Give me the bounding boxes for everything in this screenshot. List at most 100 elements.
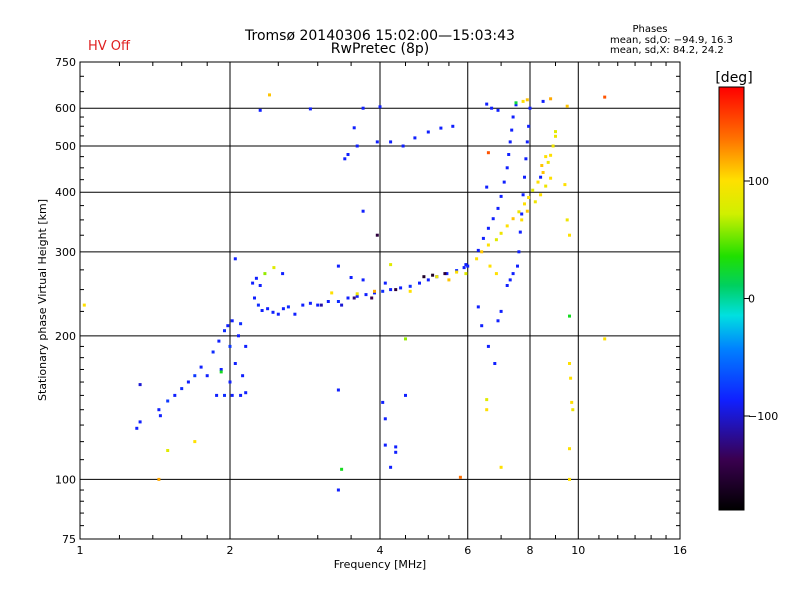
- data-point: [494, 272, 498, 276]
- data-point: [511, 272, 515, 276]
- data-point: [523, 202, 526, 206]
- data-point: [381, 400, 385, 404]
- data-point: [426, 130, 430, 134]
- data-point: [340, 303, 344, 307]
- data-point: [260, 309, 264, 312]
- data-point: [336, 264, 340, 268]
- data-point: [549, 97, 553, 101]
- data-point: [263, 272, 267, 276]
- data-point: [219, 368, 223, 371]
- data-point: [539, 175, 543, 179]
- data-point: [435, 275, 439, 279]
- data-point: [251, 281, 255, 285]
- data-point: [82, 303, 86, 307]
- data-point: [186, 380, 190, 384]
- data-point: [418, 281, 421, 285]
- y-tick-label: 100: [55, 473, 76, 486]
- data-point: [326, 300, 330, 303]
- data-point: [199, 365, 203, 369]
- data-point: [485, 408, 489, 412]
- colorbar-tick-label: −100: [748, 410, 778, 423]
- data-point: [394, 288, 398, 292]
- data-point: [525, 98, 529, 102]
- data-point: [485, 102, 489, 106]
- data-point: [486, 243, 490, 247]
- data-point: [244, 344, 248, 348]
- y-tick-label: 300: [55, 246, 76, 259]
- data-point: [336, 388, 340, 392]
- data-point: [508, 278, 512, 282]
- data-point: [180, 387, 184, 391]
- data-point: [375, 140, 379, 144]
- colorbar-tick-label: 0: [748, 293, 755, 306]
- data-point: [272, 266, 276, 270]
- data-point: [166, 449, 170, 452]
- data-point: [364, 293, 368, 297]
- data-point: [346, 153, 350, 156]
- data-point: [336, 488, 340, 492]
- data-point: [505, 166, 509, 170]
- data-point: [413, 136, 417, 140]
- data-point: [528, 106, 532, 110]
- data-point: [281, 272, 285, 276]
- data-point: [568, 314, 571, 318]
- data-point: [514, 103, 518, 107]
- data-point: [546, 160, 550, 164]
- data-point: [271, 310, 275, 314]
- data-point: [381, 289, 385, 293]
- data-point: [394, 450, 398, 454]
- y-tick-label: 75: [62, 533, 76, 546]
- data-point: [496, 319, 500, 323]
- data-point: [549, 176, 553, 180]
- data-point: [480, 250, 484, 254]
- data-point: [241, 374, 245, 378]
- data-point: [531, 188, 535, 192]
- data-point: [488, 264, 492, 268]
- data-point: [525, 209, 529, 213]
- chart-title-line2: RwPretec (8p): [331, 41, 429, 57]
- data-point: [554, 130, 557, 134]
- data-point: [319, 303, 323, 307]
- data-point: [233, 257, 237, 261]
- data-point: [383, 443, 387, 447]
- data-point: [510, 128, 514, 132]
- data-point: [490, 106, 494, 110]
- data-point: [340, 467, 344, 471]
- data-point: [355, 144, 359, 148]
- data-point: [536, 180, 540, 184]
- data-point: [193, 440, 197, 444]
- data-point: [138, 383, 142, 387]
- data-point: [373, 289, 376, 293]
- data-point: [404, 337, 407, 341]
- x-tick-label: 16: [673, 544, 687, 557]
- data-point: [491, 217, 495, 221]
- data-point: [219, 370, 223, 374]
- data-point: [230, 393, 234, 397]
- hv-status-label: HV Off: [88, 39, 131, 54]
- data-point: [521, 99, 525, 103]
- x-tick-label: 1: [77, 544, 84, 557]
- data-point: [466, 264, 470, 268]
- data-point: [462, 266, 466, 270]
- data-point: [520, 218, 524, 222]
- axis-ticks: 1 2 4 6 8 10 16 75 100 200 300 400 500 600 750: [55, 56, 687, 557]
- data-point: [166, 399, 170, 403]
- data-point: [455, 270, 459, 274]
- data-point: [507, 153, 511, 156]
- data-point: [352, 296, 356, 300]
- data-point: [549, 153, 553, 157]
- data-point: [193, 374, 197, 378]
- phases-stats-o: mean, sd,O: −94.9, 16.3: [610, 35, 733, 46]
- data-point: [505, 224, 509, 228]
- data-point: [485, 185, 489, 189]
- data-point: [540, 164, 544, 167]
- y-tick-label: 750: [55, 56, 76, 69]
- data-point: [486, 151, 490, 155]
- data-point: [563, 183, 567, 187]
- data-point: [389, 288, 393, 292]
- data-point: [494, 238, 498, 242]
- colorbar-tick-label: 100: [748, 175, 769, 188]
- data-point: [541, 171, 545, 174]
- data-point: [336, 300, 340, 303]
- data-point: [568, 447, 571, 451]
